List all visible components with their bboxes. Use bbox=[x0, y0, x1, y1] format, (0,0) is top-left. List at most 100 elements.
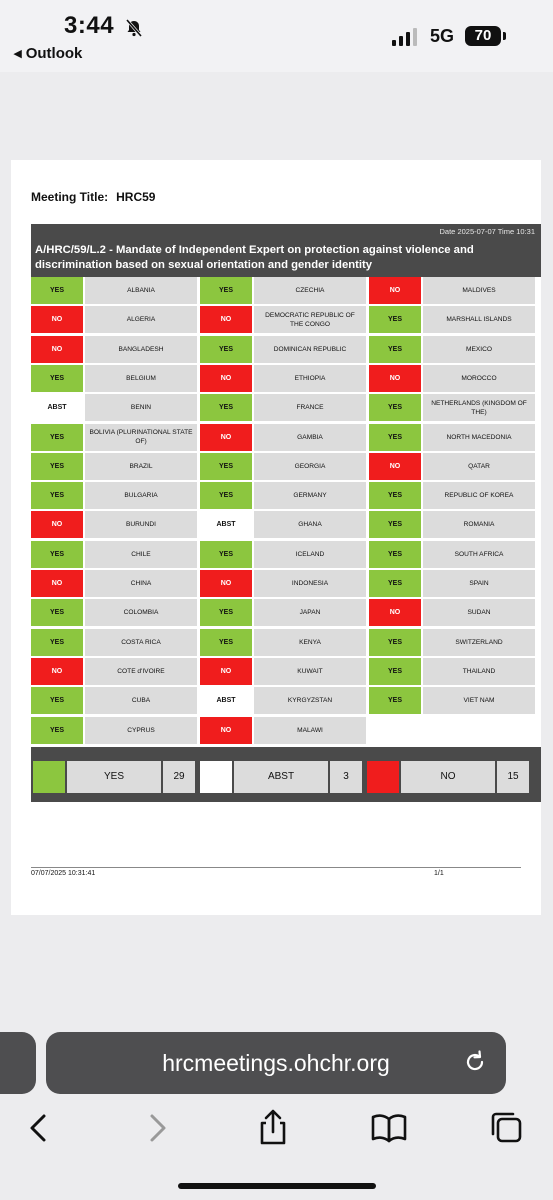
country-name: NORTH MACEDONIA bbox=[423, 423, 535, 451]
vote-row: YES SPAIN bbox=[369, 570, 535, 597]
country-name: MALDIVES bbox=[423, 277, 535, 304]
country-name: SOUTH AFRICA bbox=[423, 540, 535, 568]
country-name: GHANA bbox=[254, 511, 366, 539]
vote-badge: YES bbox=[200, 540, 252, 568]
vote-badge: NO bbox=[200, 657, 252, 685]
vote-row: YES DOMINICAN REPUBLIC bbox=[200, 335, 366, 363]
signal-icon bbox=[392, 28, 417, 46]
bell-slash-icon bbox=[125, 19, 143, 37]
vote-badge: YES bbox=[369, 657, 421, 685]
vote-row: YES KENYA bbox=[200, 628, 366, 656]
country-name: SWITZERLAND bbox=[423, 628, 535, 656]
country-name: GAMBIA bbox=[254, 423, 366, 451]
vote-badge: YES bbox=[31, 687, 83, 715]
summary-yes-count: 29 bbox=[163, 761, 195, 793]
vote-row: YES SWITZERLAND bbox=[369, 628, 535, 656]
vote-row: YES BRAZIL bbox=[31, 452, 197, 480]
vote-badge: NO bbox=[200, 364, 252, 392]
vote-row: YES VIET NAM bbox=[369, 687, 535, 715]
vote-row: NO GAMBIA bbox=[200, 423, 366, 451]
vote-row: YES BULGARIA bbox=[31, 482, 197, 510]
status-bar: 3:44 ◂ Outlook 5G 70 bbox=[0, 0, 553, 72]
vote-row: NO INDONESIA bbox=[200, 570, 366, 597]
date-time: Date 2025-07-07 Time 10:31 bbox=[439, 227, 535, 236]
vote-row: YES ALBANIA bbox=[31, 277, 197, 304]
vote-badge: YES bbox=[200, 599, 252, 627]
vote-row: NO ETHIOPIA bbox=[200, 364, 366, 392]
reload-icon[interactable] bbox=[462, 1049, 488, 1075]
vote-row: YES FRANCE bbox=[200, 394, 366, 422]
vote-row: NO CHINA bbox=[31, 570, 197, 597]
share-icon[interactable] bbox=[253, 1108, 293, 1148]
country-name: DOMINICAN REPUBLIC bbox=[254, 335, 366, 363]
vote-row: NO DEMOCRATIC REPUBLIC OF THE CONGO bbox=[200, 306, 366, 334]
vote-row: NO ALGERIA bbox=[31, 306, 197, 334]
country-name: NETHERLANDS (KINGDOM OF THE) bbox=[423, 394, 535, 422]
vote-badge: NO bbox=[369, 599, 421, 627]
bookmarks-icon[interactable] bbox=[369, 1108, 409, 1148]
vote-summary: YES 29 ABST 3 NO 15 bbox=[31, 747, 541, 802]
country-name: COTE d'IVOIRE bbox=[85, 657, 197, 685]
network-type: 5G bbox=[430, 26, 455, 46]
vote-badge: YES bbox=[369, 511, 421, 539]
vote-badge: YES bbox=[31, 452, 83, 480]
forward-icon[interactable] bbox=[138, 1108, 178, 1148]
vote-row: YES ROMANIA bbox=[369, 511, 535, 539]
vote-row: YES CUBA bbox=[31, 687, 197, 715]
meeting-title-label: Meeting Title: bbox=[31, 190, 109, 204]
country-name: BURUNDI bbox=[85, 511, 197, 539]
url-text[interactable]: hrcmeetings.ohchr.org bbox=[162, 1050, 390, 1076]
vote-row: NO SUDAN bbox=[369, 599, 535, 627]
country-name: CYPRUS bbox=[85, 716, 197, 744]
resolution-title: A/HRC/59/L.2 - Mandate of Independent Ex… bbox=[35, 244, 474, 271]
meeting-title-value: HRC59 bbox=[116, 190, 156, 204]
back-to-app-link[interactable]: ◂ Outlook bbox=[14, 45, 83, 62]
vote-badge: YES bbox=[31, 277, 83, 304]
vote-row: ABST BENIN bbox=[31, 394, 197, 422]
browser-toolbar bbox=[0, 1096, 553, 1200]
home-indicator bbox=[178, 1183, 376, 1189]
vote-row: YES BELGIUM bbox=[31, 364, 197, 392]
country-name: CUBA bbox=[85, 687, 197, 715]
vote-row: YES THAILAND bbox=[369, 657, 535, 685]
vote-row: YES GEORGIA bbox=[200, 452, 366, 480]
vote-row: ABST KYRGYZSTAN bbox=[200, 687, 366, 715]
summary-yes-color bbox=[33, 761, 65, 793]
vote-row: YES GERMANY bbox=[200, 482, 366, 510]
country-name: CHINA bbox=[85, 570, 197, 597]
country-name: KENYA bbox=[254, 628, 366, 656]
footer-datetime: 07/07/2025 10:31:41 bbox=[31, 870, 96, 877]
country-name: FRANCE bbox=[254, 394, 366, 422]
vote-badge: NO bbox=[200, 716, 252, 744]
status-time: 3:44 bbox=[64, 12, 115, 39]
summary-no-label: NO bbox=[401, 761, 495, 793]
summary-abst-label: ABST bbox=[234, 761, 328, 793]
vote-badge: NO bbox=[200, 423, 252, 451]
country-name: BOLIVIA (PLURINATIONAL STATE OF) bbox=[85, 423, 197, 451]
vote-badge: YES bbox=[31, 540, 83, 568]
vote-badge: YES bbox=[31, 628, 83, 656]
previous-tab[interactable] bbox=[0, 1032, 36, 1094]
vote-badge: YES bbox=[200, 277, 252, 304]
footer-page: 1/1 bbox=[434, 870, 444, 877]
country-name: CHILE bbox=[85, 540, 197, 568]
vote-badge: YES bbox=[31, 599, 83, 627]
vote-badge: ABST bbox=[200, 687, 252, 715]
back-icon[interactable] bbox=[18, 1108, 58, 1148]
vote-badge: YES bbox=[200, 628, 252, 656]
country-name: MARSHALL ISLANDS bbox=[423, 306, 535, 334]
country-name: REPUBLIC OF KOREA bbox=[423, 482, 535, 510]
footer-divider bbox=[31, 867, 521, 868]
vote-badge: YES bbox=[369, 570, 421, 597]
vote-row: YES NORTH MACEDONIA bbox=[369, 423, 535, 451]
vote-row: NO MOROCCO bbox=[369, 364, 535, 392]
country-name: INDONESIA bbox=[254, 570, 366, 597]
vote-row: ABST GHANA bbox=[200, 511, 366, 539]
country-name: SPAIN bbox=[423, 570, 535, 597]
address-bar[interactable]: hrcmeetings.ohchr.org bbox=[46, 1032, 506, 1094]
battery-icon: 70 bbox=[465, 26, 501, 46]
vote-row: YES SOUTH AFRICA bbox=[369, 540, 535, 568]
country-name: BULGARIA bbox=[85, 482, 197, 510]
country-name: COSTA RICA bbox=[85, 628, 197, 656]
tabs-icon[interactable] bbox=[487, 1108, 527, 1148]
